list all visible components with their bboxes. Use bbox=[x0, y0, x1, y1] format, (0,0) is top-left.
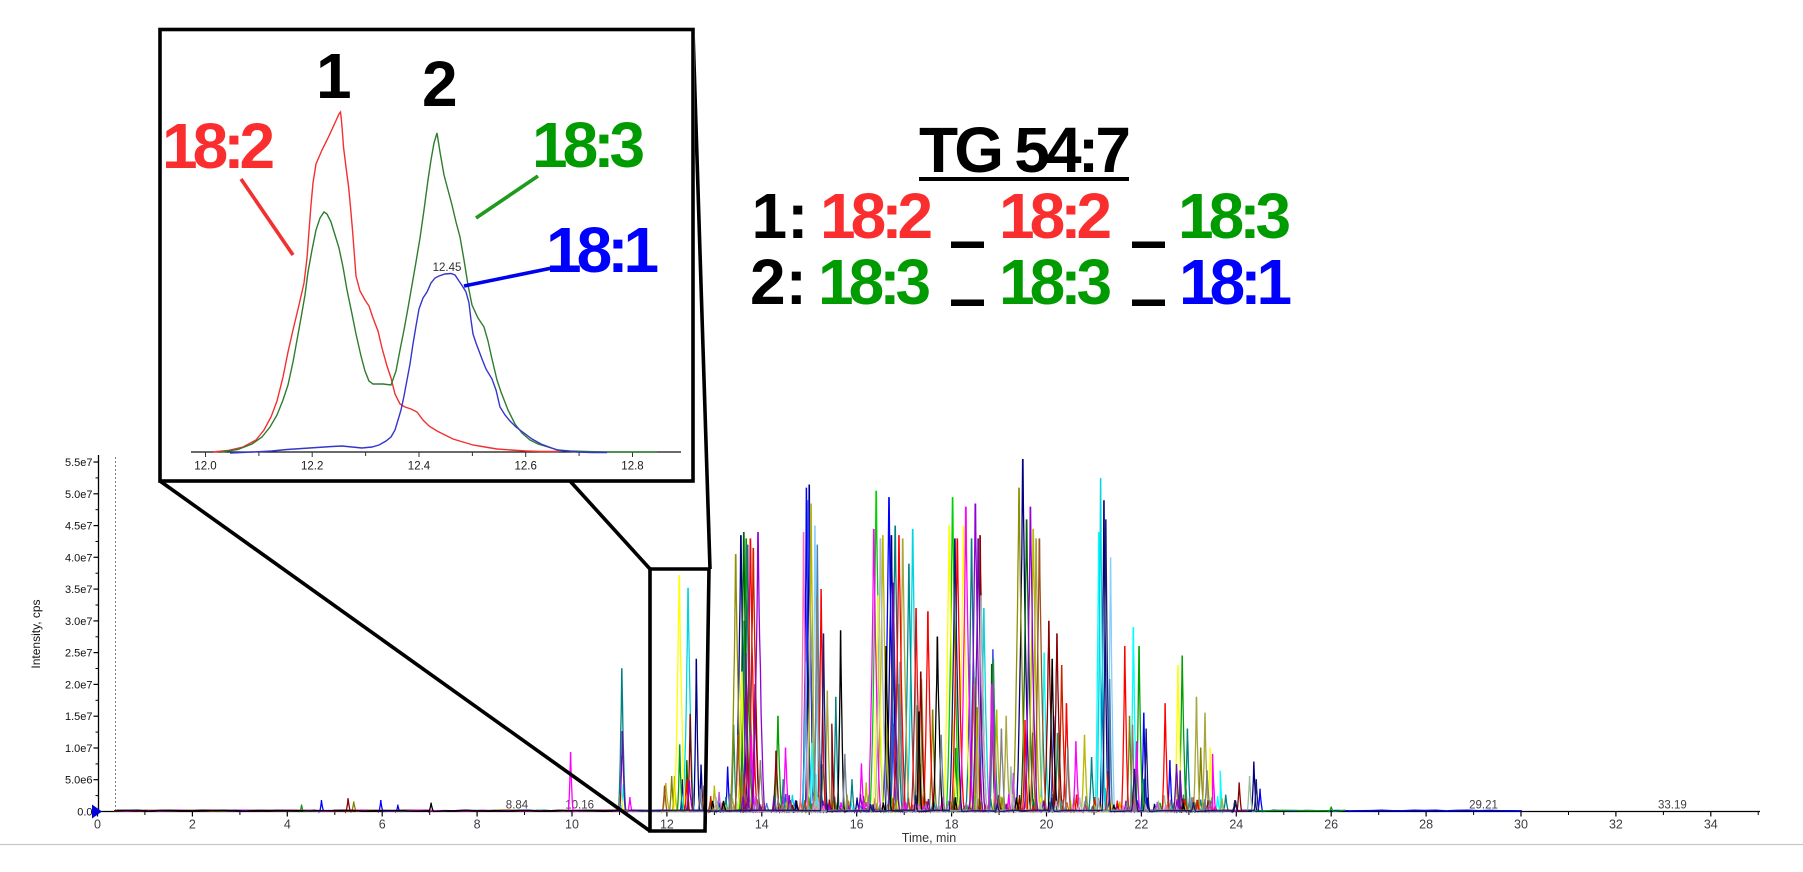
svg-text:4: 4 bbox=[284, 818, 291, 832]
svg-text:18: 18 bbox=[945, 818, 959, 832]
svg-text:18:3: 18:3 bbox=[1178, 180, 1290, 252]
svg-text:4.0e7: 4.0e7 bbox=[65, 552, 93, 564]
svg-text:16: 16 bbox=[850, 818, 864, 832]
svg-text:1.0e7: 1.0e7 bbox=[65, 743, 93, 755]
svg-text:8.84: 8.84 bbox=[506, 800, 529, 812]
svg-text:12.45: 12.45 bbox=[433, 262, 462, 274]
svg-text:18:2: 18:2 bbox=[999, 180, 1111, 252]
svg-text:2: 2 bbox=[189, 818, 196, 832]
svg-text:6: 6 bbox=[379, 818, 386, 832]
svg-text:18:3: 18:3 bbox=[999, 246, 1111, 318]
svg-text:3.5e7: 3.5e7 bbox=[65, 584, 93, 596]
svg-text:4.5e7: 4.5e7 bbox=[65, 521, 93, 533]
svg-text:2: 2 bbox=[422, 48, 458, 120]
svg-text:28: 28 bbox=[1419, 818, 1433, 832]
svg-text:2.0e7: 2.0e7 bbox=[65, 679, 93, 691]
svg-text:30: 30 bbox=[1514, 818, 1528, 832]
svg-text:14: 14 bbox=[755, 818, 769, 832]
svg-text:18:1: 18:1 bbox=[546, 214, 658, 286]
svg-text:33.19: 33.19 bbox=[1658, 800, 1687, 812]
svg-text:Time, min: Time, min bbox=[902, 831, 956, 845]
svg-text:0.0: 0.0 bbox=[77, 807, 92, 819]
svg-text:18:1: 18:1 bbox=[1179, 246, 1291, 318]
svg-text:5.5e7: 5.5e7 bbox=[65, 457, 93, 469]
svg-text:18:2: 18:2 bbox=[162, 110, 274, 182]
svg-text:12: 12 bbox=[660, 818, 674, 832]
svg-text:TG 54:7: TG 54:7 bbox=[919, 114, 1128, 186]
svg-text:12.2: 12.2 bbox=[301, 461, 323, 473]
svg-text:2.5e7: 2.5e7 bbox=[65, 648, 93, 660]
svg-text:22: 22 bbox=[1134, 818, 1148, 832]
svg-text:12.6: 12.6 bbox=[515, 461, 537, 473]
svg-text:12.4: 12.4 bbox=[408, 461, 431, 473]
svg-text:12.8: 12.8 bbox=[621, 461, 643, 473]
svg-text:1.5e7: 1.5e7 bbox=[65, 711, 93, 723]
svg-text:34: 34 bbox=[1704, 818, 1718, 832]
svg-text:5.0e7: 5.0e7 bbox=[65, 489, 93, 501]
svg-text:18:3: 18:3 bbox=[532, 109, 644, 181]
svg-text:1: 1 bbox=[316, 40, 352, 112]
svg-text:20: 20 bbox=[1040, 818, 1054, 832]
svg-text:2:: 2: bbox=[750, 246, 807, 318]
svg-text:26: 26 bbox=[1324, 818, 1338, 832]
svg-text:1:: 1: bbox=[752, 180, 809, 252]
svg-text:Intensity, cps: Intensity, cps bbox=[29, 599, 43, 668]
svg-text:18:2: 18:2 bbox=[820, 180, 932, 252]
svg-text:12.0: 12.0 bbox=[194, 461, 216, 473]
svg-text:32: 32 bbox=[1609, 818, 1623, 832]
svg-text:5.0e6: 5.0e6 bbox=[65, 775, 93, 787]
svg-text:10: 10 bbox=[565, 818, 579, 832]
svg-text:0: 0 bbox=[94, 818, 101, 832]
svg-text:24: 24 bbox=[1229, 818, 1243, 832]
svg-text:8: 8 bbox=[474, 818, 481, 832]
svg-text:29.21: 29.21 bbox=[1469, 800, 1498, 812]
svg-text:18:3: 18:3 bbox=[818, 246, 930, 318]
svg-text:3.0e7: 3.0e7 bbox=[65, 616, 93, 628]
